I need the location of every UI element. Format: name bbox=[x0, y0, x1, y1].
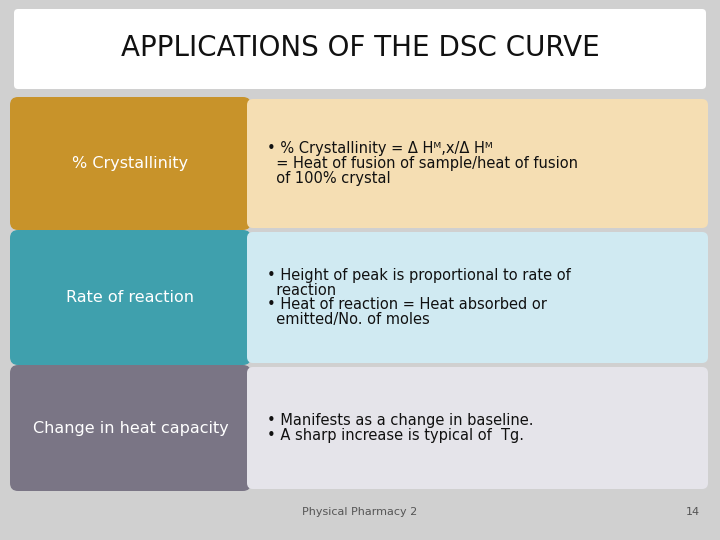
Text: • % Crystallinity = Δ Hᴹ,x/Δ Hᴹ: • % Crystallinity = Δ Hᴹ,x/Δ Hᴹ bbox=[267, 141, 492, 157]
Text: • Manifests as a change in baseline.: • Manifests as a change in baseline. bbox=[267, 413, 534, 428]
Text: emitted/No. of moles: emitted/No. of moles bbox=[267, 312, 430, 327]
Text: of 100% crystal: of 100% crystal bbox=[267, 171, 391, 186]
FancyBboxPatch shape bbox=[10, 97, 251, 230]
Text: • Heat of reaction = Heat absorbed or: • Heat of reaction = Heat absorbed or bbox=[267, 297, 547, 312]
FancyBboxPatch shape bbox=[14, 9, 706, 89]
FancyBboxPatch shape bbox=[247, 99, 708, 228]
FancyBboxPatch shape bbox=[247, 232, 708, 363]
Text: = Heat of fusion of sample/heat of fusion: = Heat of fusion of sample/heat of fusio… bbox=[267, 156, 578, 171]
Text: Physical Pharmacy 2: Physical Pharmacy 2 bbox=[302, 507, 418, 517]
Text: APPLICATIONS OF THE DSC CURVE: APPLICATIONS OF THE DSC CURVE bbox=[121, 34, 599, 62]
Text: reaction: reaction bbox=[267, 283, 336, 298]
Text: • Height of peak is proportional to rate of: • Height of peak is proportional to rate… bbox=[267, 268, 571, 284]
Text: 14: 14 bbox=[686, 507, 700, 517]
Text: % Crystallinity: % Crystallinity bbox=[73, 156, 189, 171]
Text: Change in heat capacity: Change in heat capacity bbox=[32, 421, 228, 435]
FancyBboxPatch shape bbox=[10, 365, 251, 491]
Text: • A sharp increase is typical of  Tg.: • A sharp increase is typical of Tg. bbox=[267, 428, 524, 443]
Text: Rate of reaction: Rate of reaction bbox=[66, 290, 194, 305]
FancyBboxPatch shape bbox=[247, 367, 708, 489]
FancyBboxPatch shape bbox=[10, 230, 251, 365]
